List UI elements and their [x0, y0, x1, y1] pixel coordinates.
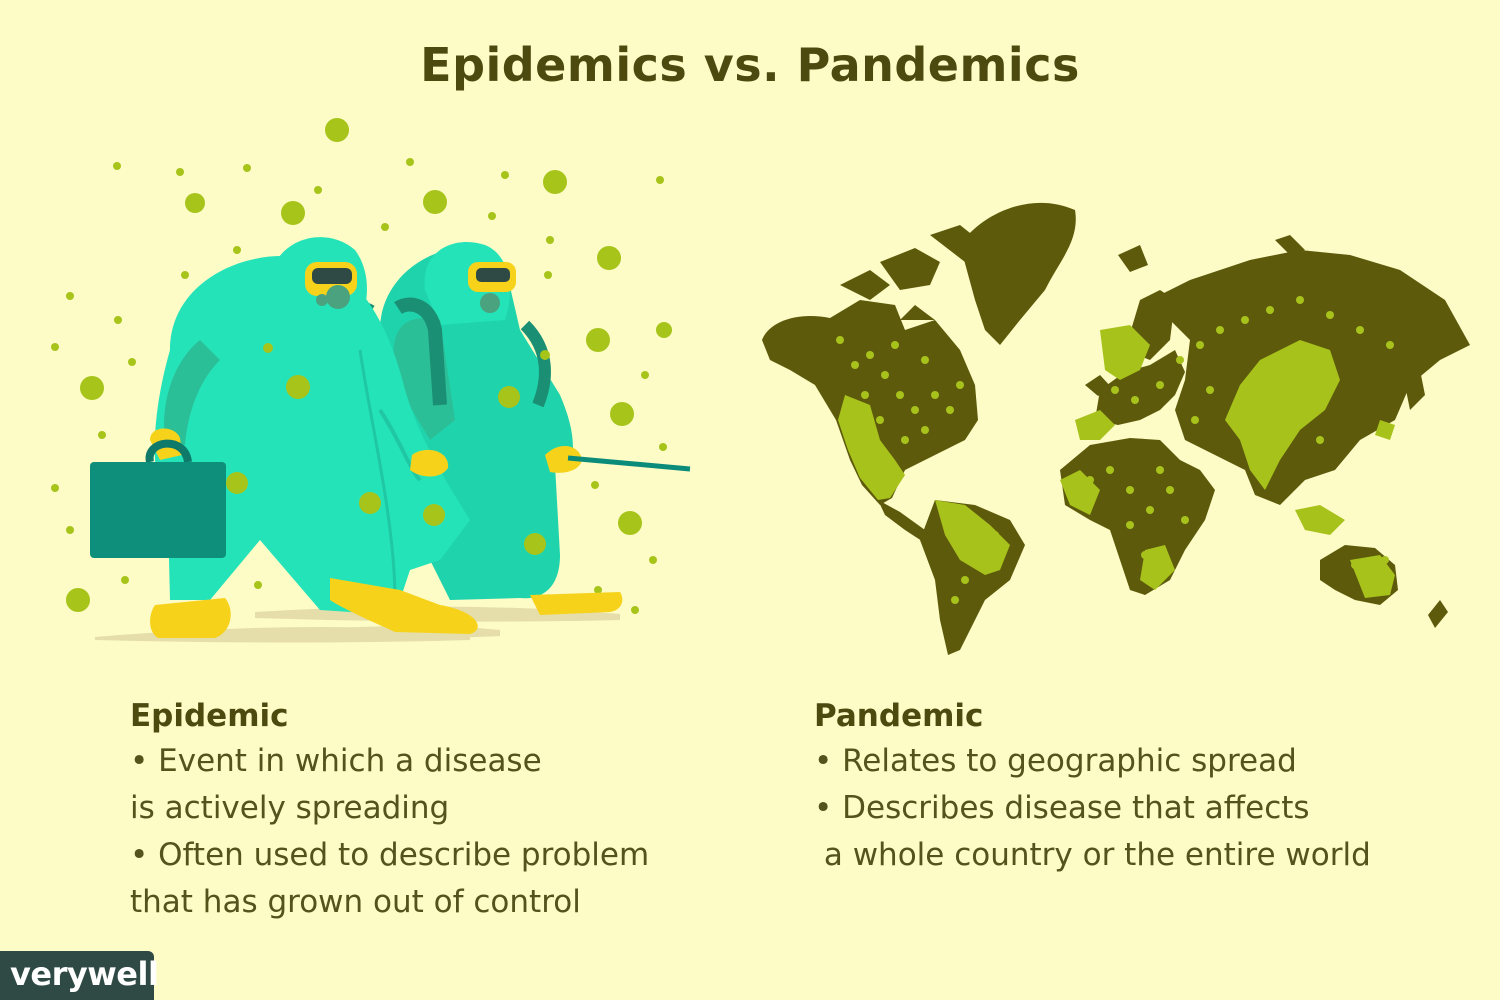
pandemic-heading: Pandemic	[814, 698, 984, 734]
hazmat-person-front	[150, 237, 478, 638]
epidemic-line: that has grown out of control	[130, 884, 581, 920]
world-map	[762, 202, 1470, 655]
pandemic-definition: Pandemic • Relates to geographic spread …	[814, 698, 1371, 879]
hazmat-illustration	[51, 118, 691, 643]
epidemic-line: • Event in which a disease	[130, 743, 542, 779]
epidemic-line: is actively spreading	[130, 790, 450, 826]
virus-particles	[51, 118, 672, 614]
briefcase-icon	[90, 439, 226, 558]
epidemic-line: • Often used to describe problem	[130, 837, 650, 873]
brand-logo: verywell	[0, 951, 159, 1000]
page-title: Epidemics vs. Pandemics	[420, 38, 1080, 92]
pandemic-line: a whole country or the entire world	[814, 837, 1371, 873]
infection-dots	[836, 296, 1394, 604]
epidemic-definition: Epidemic • Event in which a disease is a…	[130, 698, 649, 926]
pandemic-line: • Describes disease that affects	[814, 790, 1310, 826]
brand-name: verywell	[10, 955, 159, 993]
pandemic-line: • Relates to geographic spread	[814, 743, 1297, 779]
epidemic-heading: Epidemic	[130, 698, 289, 734]
